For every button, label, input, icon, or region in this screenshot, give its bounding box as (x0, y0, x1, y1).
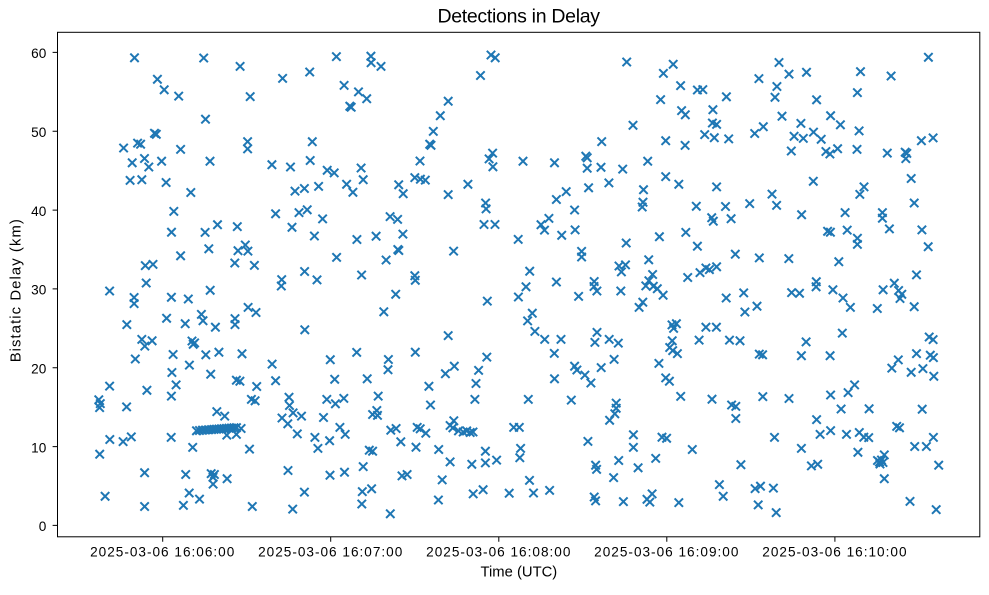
svg-text:10: 10 (31, 440, 47, 455)
svg-text:Time (UTC): Time (UTC) (481, 565, 558, 581)
svg-text:2025-03-06 16:08:00: 2025-03-06 16:08:00 (426, 544, 571, 559)
svg-text:Bistatic Delay (km): Bistatic Delay (km) (9, 218, 25, 362)
svg-text:Detections in Delay: Detections in Delay (437, 6, 600, 28)
svg-text:50: 50 (31, 125, 47, 140)
svg-text:20: 20 (31, 361, 47, 376)
svg-text:40: 40 (31, 204, 47, 219)
svg-text:2025-03-06 16:07:00: 2025-03-06 16:07:00 (258, 544, 403, 559)
svg-text:60: 60 (31, 46, 47, 61)
svg-text:0: 0 (39, 519, 47, 534)
svg-text:2025-03-06 16:06:00: 2025-03-06 16:06:00 (90, 544, 235, 559)
svg-text:30: 30 (31, 283, 47, 298)
svg-text:2025-03-06 16:09:00: 2025-03-06 16:09:00 (594, 544, 739, 559)
svg-text:2025-03-06 16:10:00: 2025-03-06 16:10:00 (762, 544, 907, 559)
